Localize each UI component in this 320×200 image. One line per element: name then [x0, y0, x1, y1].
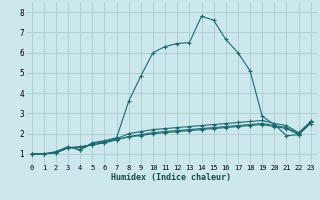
X-axis label: Humidex (Indice chaleur): Humidex (Indice chaleur)	[111, 173, 231, 182]
